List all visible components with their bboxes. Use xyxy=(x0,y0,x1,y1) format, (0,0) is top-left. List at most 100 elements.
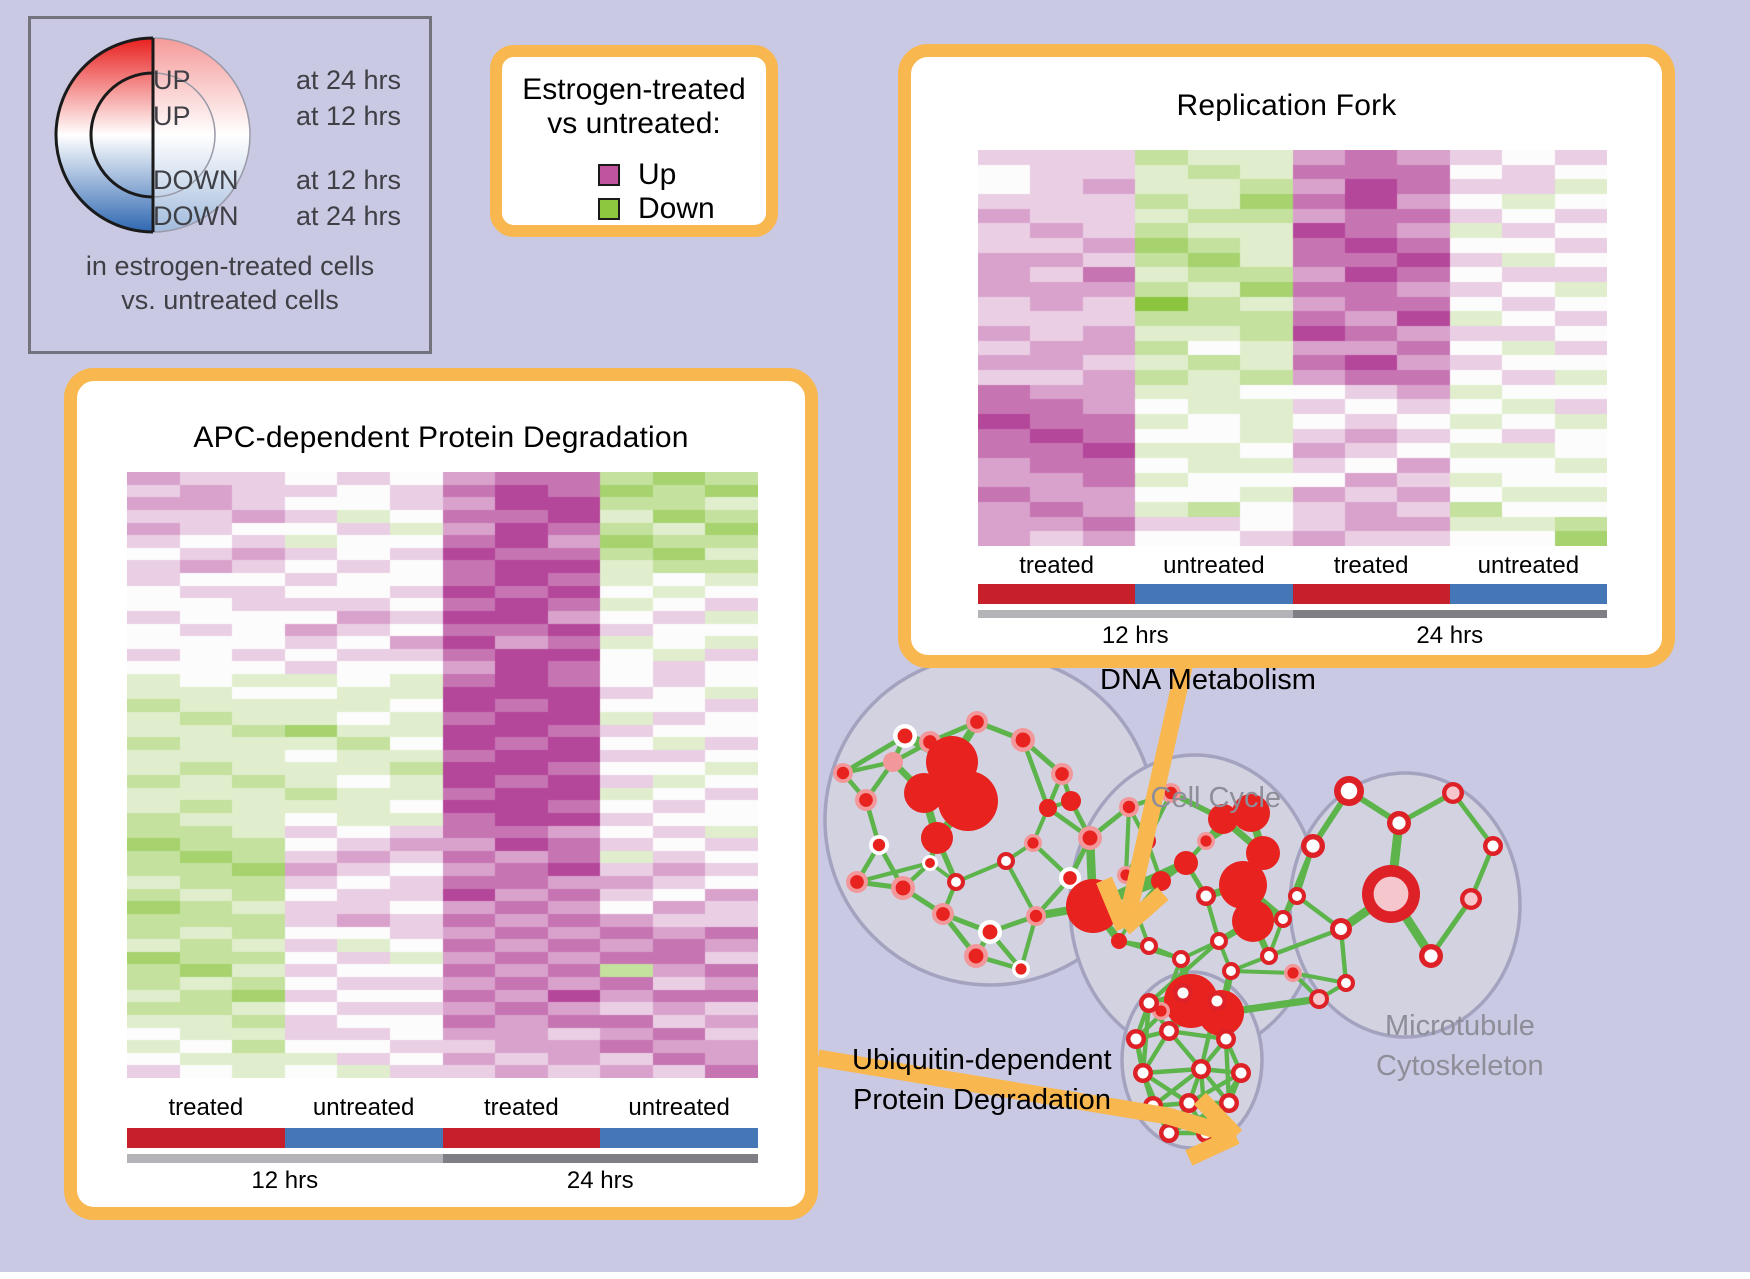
apc-heatmap xyxy=(127,472,758,1078)
network-node-s xyxy=(1208,804,1238,834)
network-node-rp xyxy=(966,711,988,733)
network-edge xyxy=(1020,739,1051,809)
time-label-24hrs: 24 hrs xyxy=(1416,622,1484,649)
direction-label: DOWN xyxy=(153,201,239,231)
callout-arrow xyxy=(1096,656,1195,935)
legend-row: UP at 24 hrs xyxy=(31,64,429,96)
network-node-wc xyxy=(1330,918,1352,940)
time-label: at 24 hrs xyxy=(295,201,401,231)
callout-arrow xyxy=(816,1049,1243,1166)
apc-time-bar xyxy=(127,1154,758,1163)
cluster-label-dna-metabolism: DNA Metabolism xyxy=(1100,664,1316,696)
network-node-wc xyxy=(1216,1029,1236,1049)
network-node-s xyxy=(904,773,944,813)
rf-treatment-bar xyxy=(978,584,1607,604)
bar-24hrs xyxy=(442,1154,758,1163)
network-node-wc xyxy=(1172,950,1190,968)
treated-bar xyxy=(978,584,1136,604)
rf-time-labels: 12 hrs 24 hrs xyxy=(978,622,1607,650)
network-node-wc xyxy=(1159,1123,1179,1143)
network-node-rp xyxy=(1011,728,1035,752)
network-node-rw xyxy=(893,724,917,748)
time-label: at 12 hrs xyxy=(295,101,401,131)
network-edge xyxy=(955,859,1007,884)
network-node-wc xyxy=(1260,947,1278,965)
network-node-wc xyxy=(1196,886,1216,906)
network-node-rp xyxy=(855,789,877,811)
network-node-rp xyxy=(1078,826,1102,850)
network-node-rp xyxy=(964,944,988,968)
network-node-wc xyxy=(1387,811,1411,835)
apc-time-labels: 12 hrs 24 hrs xyxy=(127,1167,758,1195)
rf-group-labels: treated untreated treated untreated xyxy=(978,552,1607,580)
network-node-rp xyxy=(1024,834,1042,852)
network-node-rw xyxy=(1012,960,1030,978)
network-node-s xyxy=(1151,871,1171,891)
network-edge xyxy=(1268,926,1342,959)
network-node-pc xyxy=(1460,888,1482,910)
network-node-wc xyxy=(997,852,1015,870)
group-label: untreated xyxy=(628,1094,730,1121)
network-node-rp xyxy=(1284,964,1302,982)
network-node-rw xyxy=(978,920,1002,944)
network-node-rw xyxy=(869,835,889,855)
network-node-wc xyxy=(1207,991,1227,1011)
network-node-rp xyxy=(932,903,954,925)
network-edge xyxy=(1151,1067,1203,1108)
network-node-wc xyxy=(1126,1029,1146,1049)
network-node-wc xyxy=(1334,776,1364,806)
replication-fork-heatmap xyxy=(978,150,1607,546)
network-node-wc xyxy=(1337,974,1355,992)
network-node-wc xyxy=(1301,834,1325,858)
network-node-wc xyxy=(1210,932,1228,950)
cluster-label-cell-cycle: Cell Cycle xyxy=(1150,782,1282,814)
network-node-wc xyxy=(1274,910,1292,928)
network-edge xyxy=(1451,791,1495,848)
network-edge xyxy=(1230,969,1294,975)
network-node-rp xyxy=(1119,797,1139,817)
network-node-pc xyxy=(1442,782,1464,804)
network-edge xyxy=(1123,806,1132,876)
group-label: untreated xyxy=(312,1094,415,1121)
network-node-wc xyxy=(1139,993,1159,1013)
color-key-title-line2: vs untreated: xyxy=(547,107,721,140)
legend-row: UP at 12 hrs xyxy=(31,100,429,132)
treated-bar xyxy=(442,1128,601,1148)
rf-time-bar xyxy=(978,610,1607,618)
bar-12hrs xyxy=(978,610,1293,618)
legend-row: DOWN at 24 hrs xyxy=(31,200,429,232)
time-label: at 12 hrs xyxy=(295,165,401,195)
network-node-rp xyxy=(1026,906,1046,926)
network-node-wc xyxy=(1173,983,1193,1003)
treated-bar xyxy=(1292,584,1450,604)
network-node-rp xyxy=(1197,832,1215,850)
group-label: untreated xyxy=(1477,552,1580,579)
network-node-s xyxy=(1174,851,1198,875)
legend-row: DOWN at 12 hrs xyxy=(31,164,429,196)
group-label: treated xyxy=(1019,552,1094,579)
network-edge xyxy=(1004,859,1038,918)
network-node-wc xyxy=(1483,836,1503,856)
network-node-wc xyxy=(1179,1093,1199,1113)
network-node-rw xyxy=(1059,867,1081,889)
untreated-bar xyxy=(284,1128,443,1148)
untreated-bar xyxy=(1135,584,1293,604)
direction-label: UP xyxy=(153,101,191,131)
network-node-wc xyxy=(1133,1063,1153,1083)
network-node-rp xyxy=(1051,763,1073,785)
untreated-bar xyxy=(1449,584,1607,604)
network-node-wc xyxy=(1419,944,1443,968)
network-node-rp xyxy=(833,763,853,783)
apc-panel-title: APC-dependent Protein Degradation xyxy=(193,421,689,454)
time-label-24hrs: 24 hrs xyxy=(566,1167,634,1194)
network-node-rw xyxy=(922,855,938,871)
bar-24hrs xyxy=(1292,610,1607,618)
time-label: at 24 hrs xyxy=(295,65,401,95)
network-node-p xyxy=(883,752,903,772)
time-label-12hrs: 12 hrs xyxy=(251,1167,319,1194)
arrowhead-arm xyxy=(1185,1128,1240,1166)
direction-label: DOWN xyxy=(153,165,239,195)
network-node-s xyxy=(1232,900,1274,942)
legend-caption-line1: in estrogen-treated cells xyxy=(85,251,375,281)
